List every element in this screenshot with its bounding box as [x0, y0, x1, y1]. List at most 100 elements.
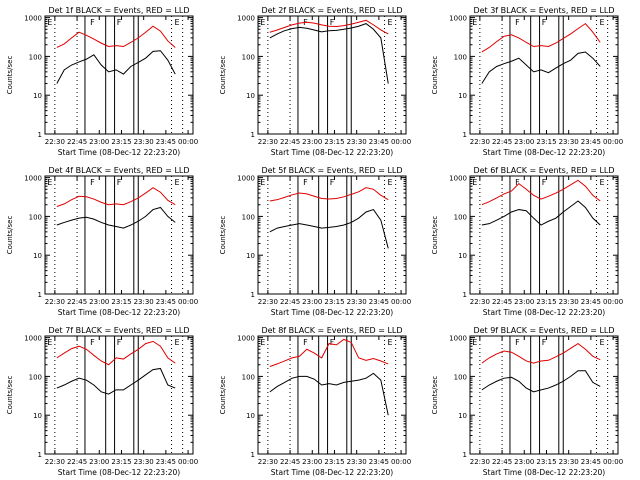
interval-marker: F — [303, 178, 308, 187]
y-tick-label: 1000 — [449, 335, 467, 343]
interval-marker: F — [90, 338, 95, 347]
interval-marker: E — [47, 18, 52, 27]
y-tick-label: 10 — [246, 252, 255, 260]
y-tick-label: 1 — [251, 451, 255, 459]
y-tick-label: 1000 — [237, 335, 255, 343]
lld-series-line — [56, 187, 176, 207]
x-tick-label: 00:00 — [178, 138, 198, 146]
interval-marker: E — [175, 18, 180, 27]
interval-marker: F — [542, 178, 547, 187]
plot-frame — [469, 335, 619, 455]
x-tick-label: 23:45 — [581, 298, 601, 306]
events-series-line — [481, 370, 601, 393]
interval-marker: E — [388, 178, 393, 187]
events-series-line — [269, 23, 389, 84]
panel-title: Det 9f BLACK = Events, RED = LLD — [473, 326, 614, 335]
x-axis-label: Start Time (08-Dec-12 22:23:20) — [483, 468, 605, 477]
plot-frame — [469, 15, 619, 135]
panel-title: Det 2f BLACK = Events, RED = LLD — [261, 6, 402, 15]
interval-marker: F — [117, 178, 122, 187]
x-tick-label: 22:45 — [280, 298, 300, 306]
x-tick-label: 22:45 — [280, 138, 300, 146]
y-tick-label: 100 — [242, 373, 255, 381]
x-tick-label: 22:30 — [45, 458, 65, 466]
interval-marker: E — [47, 338, 52, 347]
plot-frame — [257, 15, 407, 135]
interval-marker: E — [175, 338, 180, 347]
detector-panel-1: Det 1f BLACK = Events, RED = LLD Counts/s… — [6, 6, 198, 157]
y-axis-label: Counts/sec — [219, 56, 227, 95]
x-tick-label: 00:00 — [391, 138, 411, 146]
y-tick-label: 1 — [38, 131, 42, 139]
y-axis-label: Counts/sec — [219, 216, 227, 255]
y-tick-label: 100 — [29, 53, 42, 61]
events-series-line — [56, 50, 176, 84]
detector-panel-7: Det 7f BLACK = Events, RED = LLD Counts/s… — [6, 326, 198, 477]
panel-title: Det 3f BLACK = Events, RED = LLD — [473, 6, 614, 15]
interval-marker: F — [303, 338, 308, 347]
y-tick-label: 1000 — [24, 15, 42, 23]
x-tick-label: 23:45 — [581, 458, 601, 466]
x-tick-label: 00:00 — [603, 298, 623, 306]
x-tick-label: 23:45 — [156, 298, 176, 306]
x-tick-label: 22:45 — [492, 458, 512, 466]
x-tick-label: 22:30 — [258, 458, 278, 466]
x-tick-label: 23:45 — [369, 138, 389, 146]
interval-marker: E — [260, 178, 265, 187]
interval-marker: E — [600, 18, 605, 27]
y-axis-label: Counts/sec — [6, 56, 14, 95]
x-axis-label: Start Time (08-Dec-12 22:23:20) — [483, 148, 605, 157]
interval-marker: E — [472, 178, 477, 187]
interval-marker: F — [90, 178, 95, 187]
interval-marker: E — [260, 338, 265, 347]
y-tick-label: 100 — [454, 373, 467, 381]
y-tick-label: 1000 — [24, 335, 42, 343]
x-tick-label: 23:15 — [111, 298, 131, 306]
y-tick-label: 1000 — [237, 175, 255, 183]
x-tick-label: 22:30 — [258, 138, 278, 146]
x-tick-label: 00:00 — [178, 458, 198, 466]
y-tick-label: 100 — [29, 213, 42, 221]
panel-title: Det 1f BLACK = Events, RED = LLD — [48, 6, 189, 15]
lld-series-line — [269, 338, 389, 367]
x-tick-label: 23:15 — [111, 458, 131, 466]
panel-title: Det 4f BLACK = Events, RED = LLD — [48, 166, 189, 175]
plot-frame — [469, 175, 619, 295]
interval-marker: F — [330, 338, 335, 347]
events-series-line — [481, 51, 601, 84]
x-tick-label: 22:45 — [492, 298, 512, 306]
interval-marker: E — [260, 18, 265, 27]
x-tick-label: 00:00 — [391, 458, 411, 466]
lld-series-line — [481, 343, 601, 364]
x-axis-label: Start Time (08-Dec-12 22:23:20) — [271, 148, 393, 157]
interval-marker: E — [175, 178, 180, 187]
x-tick-label: 00:00 — [603, 138, 623, 146]
interval-marker: E — [47, 178, 52, 187]
y-tick-label: 1 — [463, 131, 467, 139]
y-tick-label: 100 — [454, 53, 467, 61]
x-tick-label: 23:30 — [347, 458, 367, 466]
detector-panel-9: Det 9f BLACK = Events, RED = LLD Counts/s… — [431, 326, 623, 477]
y-tick-label: 1000 — [237, 15, 255, 23]
y-tick-label: 10 — [33, 412, 42, 420]
interval-marker: F — [117, 18, 122, 27]
x-tick-label: 23:45 — [369, 458, 389, 466]
x-tick-label: 23:30 — [559, 298, 579, 306]
x-tick-label: 23:30 — [134, 298, 154, 306]
y-tick-label: 10 — [458, 412, 467, 420]
y-tick-label: 1000 — [449, 15, 467, 23]
y-tick-label: 1 — [463, 451, 467, 459]
x-tick-label: 22:45 — [67, 298, 87, 306]
x-tick-label: 23:00 — [514, 458, 534, 466]
y-tick-label: 10 — [33, 92, 42, 100]
y-tick-label: 1 — [251, 131, 255, 139]
interval-marker: F — [330, 18, 335, 27]
y-axis-label: Counts/sec — [431, 376, 439, 415]
x-tick-label: 23:00 — [89, 138, 109, 146]
plot-frame — [44, 335, 194, 455]
lld-series-line — [481, 179, 601, 206]
interval-marker: F — [330, 178, 335, 187]
y-tick-label: 100 — [242, 213, 255, 221]
y-axis-label: Counts/sec — [431, 216, 439, 255]
